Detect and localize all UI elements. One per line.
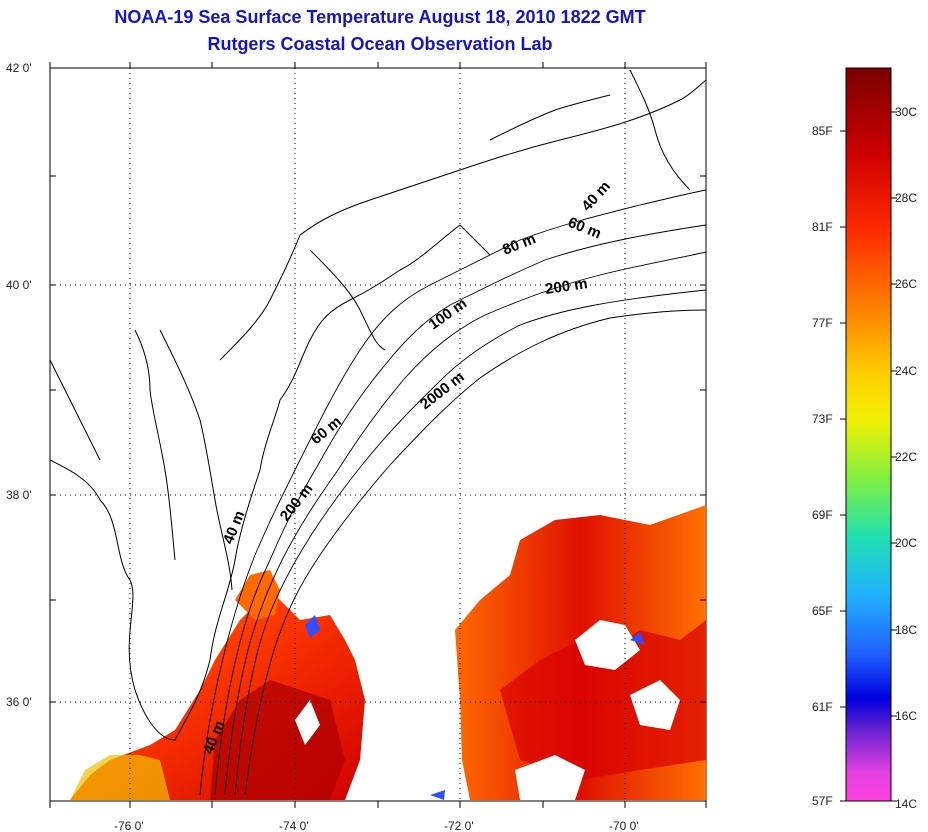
colorbar-c-20: 20C	[895, 536, 917, 550]
sst-patch-southeast-red	[500, 620, 706, 780]
sst-patch-coastal-yellow	[70, 755, 170, 800]
colorbar-f-85: 85F	[812, 124, 833, 138]
map-subtitle: Rutgers Coastal Ocean Observation Lab	[207, 34, 553, 54]
lon-label-72: -72 0'	[444, 819, 474, 832]
colorbar	[845, 67, 892, 802]
cloud-gap-3	[515, 755, 585, 800]
sst-patch-north-band	[235, 570, 280, 620]
lat-label-40: 40 0'	[6, 278, 32, 292]
colorbar-f-81: 81F	[812, 220, 833, 234]
colorbar-c-22: 22C	[895, 450, 917, 464]
cloud-gap-4	[295, 700, 320, 745]
colorbar-f-77: 77F	[812, 316, 833, 330]
colorbar-c-28: 28C	[895, 191, 917, 205]
lon-label-76: -76 0'	[114, 819, 144, 832]
isobaths	[199, 189, 706, 796]
colorbar-c-16: 16C	[895, 709, 917, 723]
map-title: NOAA-19 Sea Surface Temperature August 1…	[114, 7, 646, 27]
colorbar-f-69: 69F	[812, 508, 833, 522]
colorbar-c-26: 26C	[895, 277, 917, 291]
tick-marks	[49, 62, 707, 808]
lat-label-42: 42 0'	[6, 61, 32, 75]
coastline	[50, 69, 706, 741]
colorbar-f-73: 73F	[812, 412, 833, 426]
graticule	[50, 68, 706, 801]
cloud-gap-1	[575, 620, 640, 670]
colorbar-c-24: 24C	[895, 364, 917, 378]
lon-label-70: -70 0'	[609, 819, 639, 832]
colorbar-f-65: 65F	[812, 604, 833, 618]
lat-label-36: 36 0'	[6, 695, 32, 709]
colorbar-c-30: 30C	[895, 105, 917, 119]
cloud-gap-2	[630, 680, 680, 730]
colorbar-c-18: 18C	[895, 623, 917, 637]
colorbar-f-57: 57F	[812, 794, 833, 808]
colorbar-f-61: 61F	[812, 700, 833, 714]
colorbar-c-14: 14C	[895, 797, 917, 811]
colorbar-ticks	[840, 111, 897, 802]
lat-label-38: 38 0'	[6, 488, 32, 502]
lon-label-74: -74 0'	[279, 819, 309, 832]
contour-label-200m-ne: 200 m	[544, 275, 588, 298]
